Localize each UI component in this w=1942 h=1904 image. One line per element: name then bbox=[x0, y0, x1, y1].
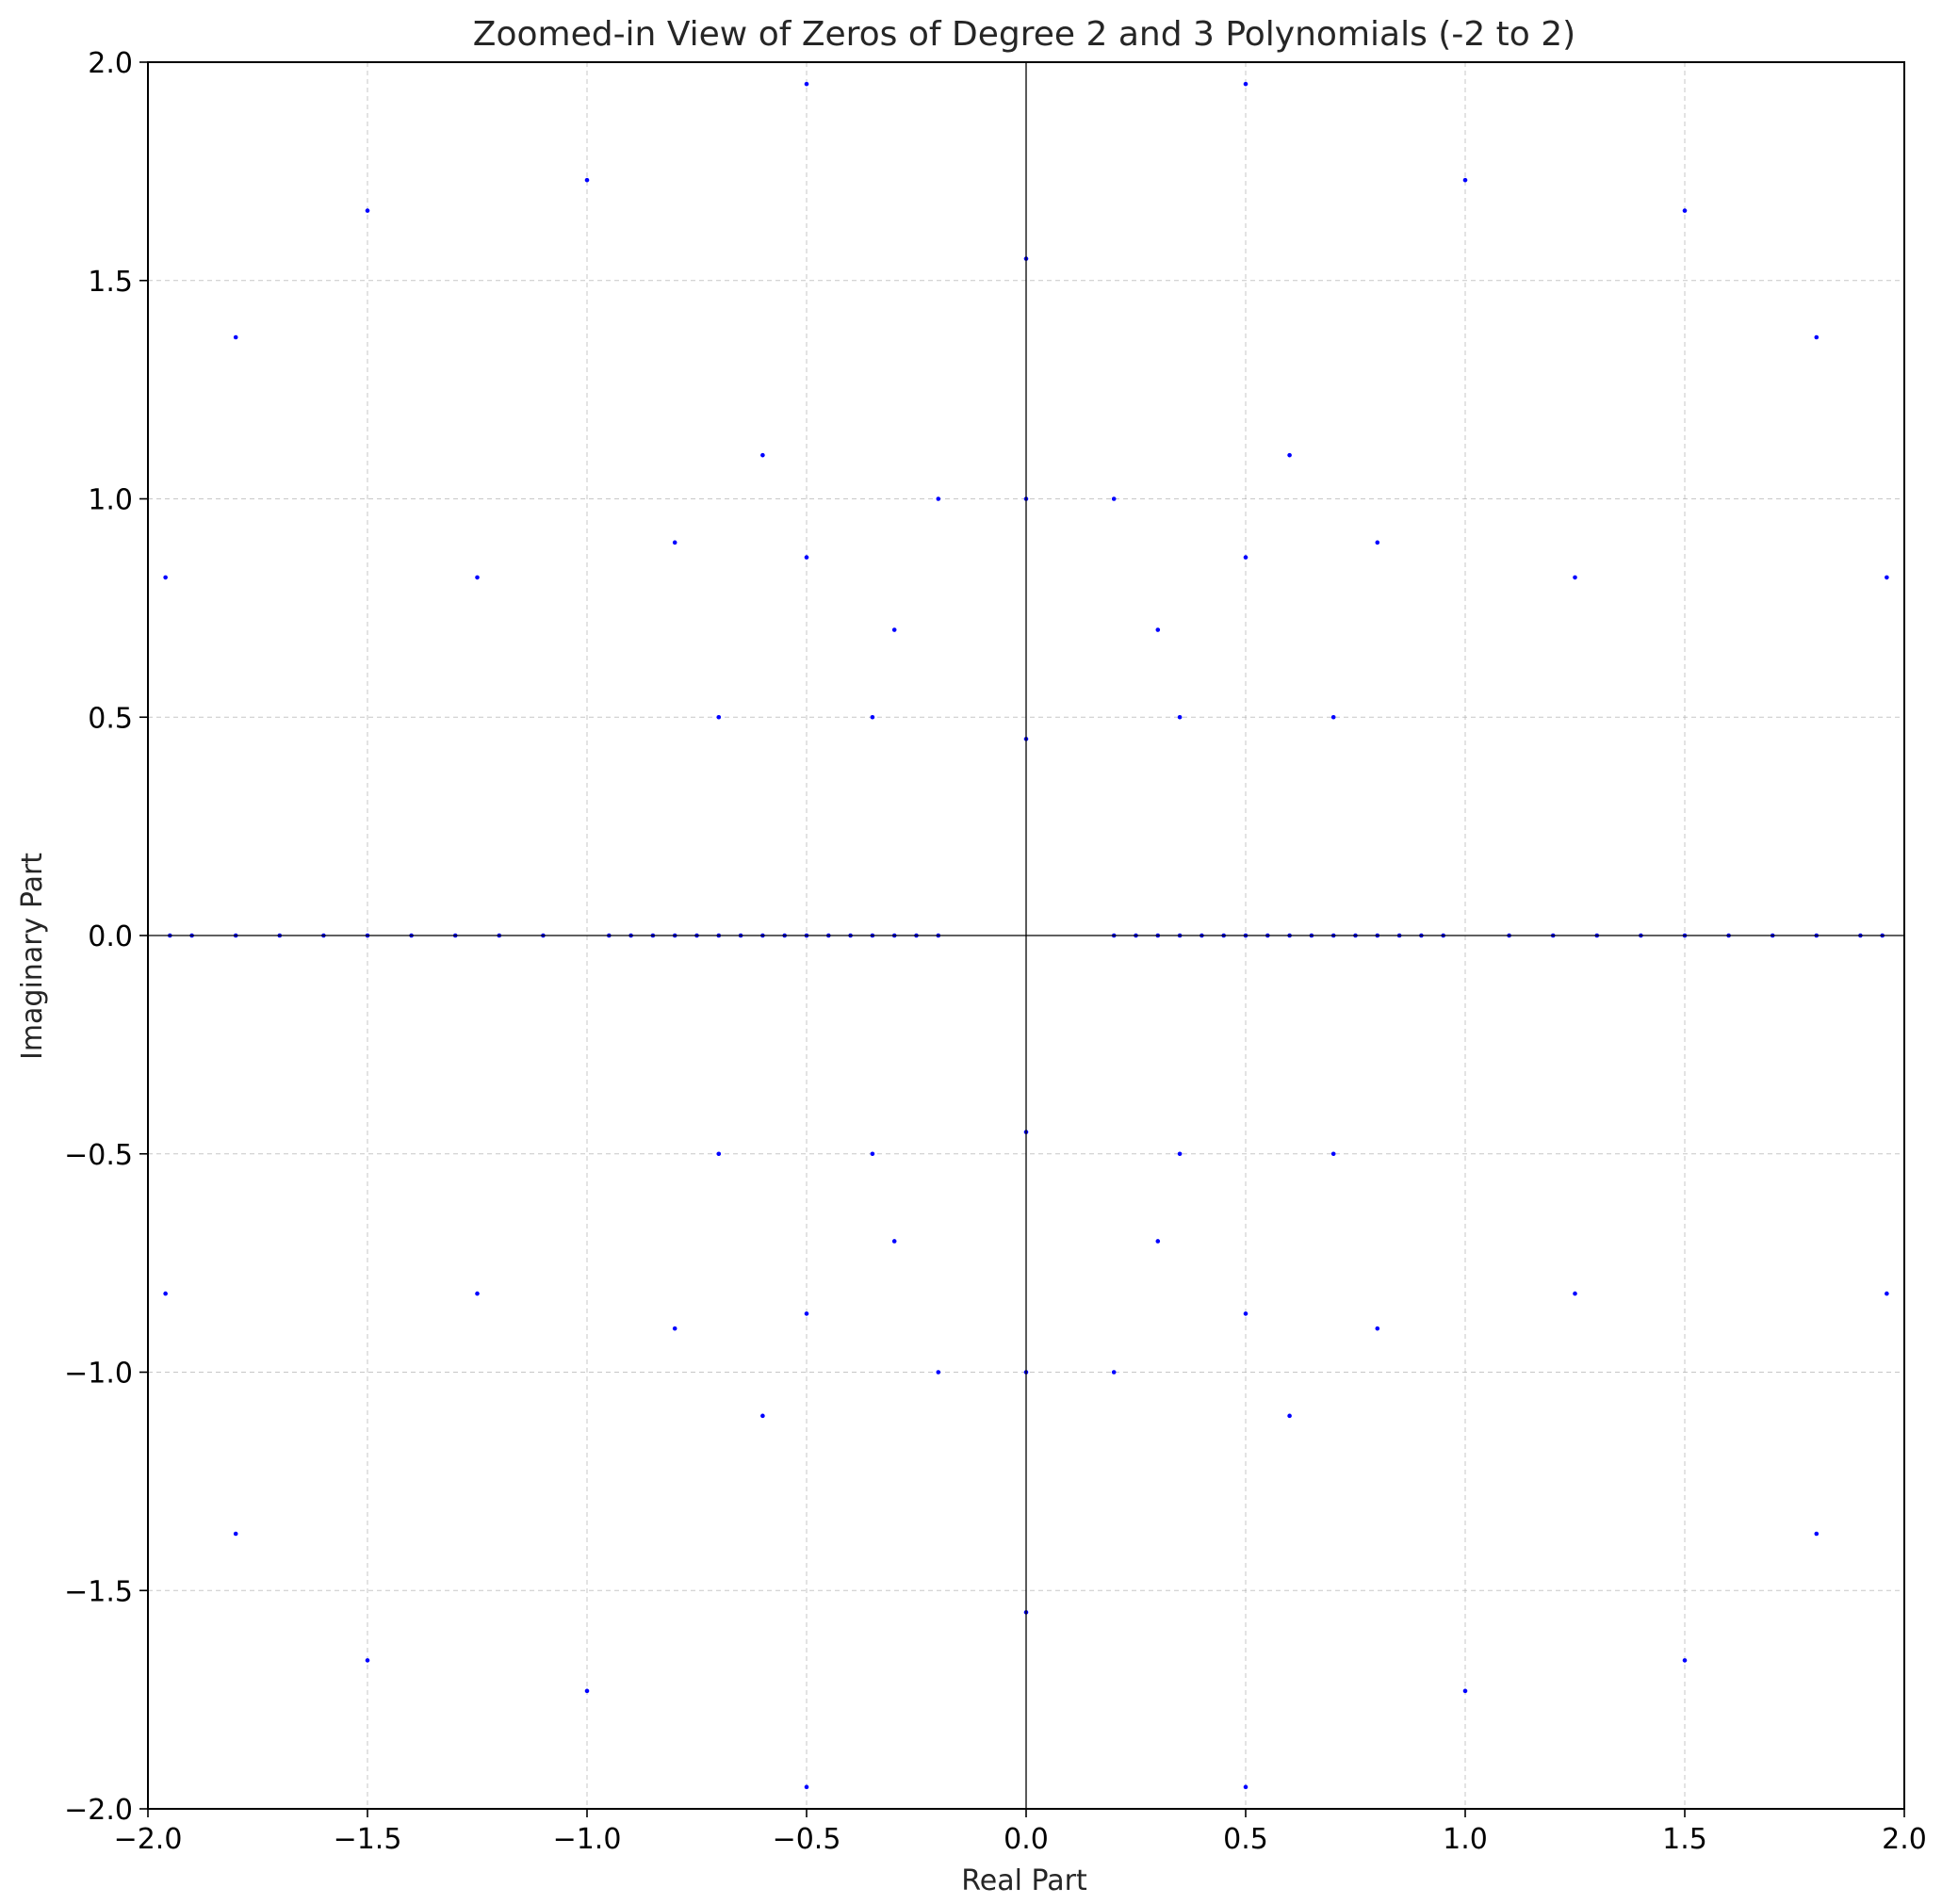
data-point-0-59 bbox=[891, 627, 897, 632]
data-point-0-84 bbox=[365, 1658, 370, 1663]
data-point-0-91 bbox=[1573, 575, 1577, 580]
data-point-0-105 bbox=[1885, 1291, 1889, 1296]
data-point-0-87 bbox=[1814, 334, 1820, 340]
data-point-0-100 bbox=[584, 1688, 590, 1694]
data-point-0-83 bbox=[1682, 208, 1688, 213]
data-point-0-73 bbox=[760, 1413, 765, 1419]
x-tick-label-0: −2.0 bbox=[114, 1823, 183, 1856]
data-point-0-86 bbox=[233, 334, 238, 340]
y-tick-label-8: 2.0 bbox=[88, 47, 133, 80]
y-tick-label-4: 0.0 bbox=[88, 920, 133, 953]
data-point-0-1 bbox=[1243, 555, 1248, 560]
reference-lines bbox=[148, 62, 1904, 1809]
data-point-0-101 bbox=[1462, 1688, 1468, 1694]
data-point-0-61 bbox=[760, 452, 765, 458]
y-tick-label-1: −1.5 bbox=[64, 1575, 133, 1608]
data-point-0-77 bbox=[1155, 1239, 1161, 1244]
x-tick-label-8: 2.0 bbox=[1882, 1823, 1927, 1856]
data-point-0-65 bbox=[1155, 627, 1161, 632]
x-axis-ticks: −2.0 −1.5 −1.0 −0.5 0.0 0.5 1.0 1.5 2.0 bbox=[114, 1809, 1927, 1856]
data-point-0-64 bbox=[1177, 714, 1183, 720]
y-axis-ticks: −2.0 −1.5 −1.0 −0.5 0.0 0.5 1.0 1.5 2.0 bbox=[64, 47, 148, 1827]
data-point-0-62 bbox=[936, 496, 941, 501]
data-point-0-88 bbox=[233, 1531, 238, 1537]
data-point-0-81 bbox=[1375, 1326, 1380, 1331]
data-point-0-95 bbox=[1243, 81, 1248, 87]
y-tick-label-3: −0.5 bbox=[64, 1139, 133, 1172]
y-tick-label-7: 1.5 bbox=[88, 266, 133, 299]
x-tick-label-2: −1.0 bbox=[553, 1823, 622, 1856]
data-point-0-94 bbox=[804, 81, 809, 87]
data-point-0-68 bbox=[1111, 496, 1117, 501]
data-point-0-2 bbox=[804, 1311, 809, 1316]
x-tick-label-3: −0.5 bbox=[773, 1823, 841, 1856]
data-point-0-67 bbox=[1287, 452, 1292, 458]
data-point-0-82 bbox=[365, 208, 370, 213]
data-point-0-97 bbox=[1243, 1784, 1248, 1790]
data-point-0-70 bbox=[870, 1151, 875, 1157]
x-tick-label-6: 1.0 bbox=[1443, 1823, 1488, 1856]
x-tick-label-7: 1.5 bbox=[1662, 1823, 1707, 1856]
data-point-0-63 bbox=[672, 540, 677, 545]
data-points bbox=[163, 81, 1889, 1790]
data-point-0-0 bbox=[804, 555, 809, 560]
data-point-0-80 bbox=[1111, 1370, 1117, 1375]
data-point-0-71 bbox=[891, 1239, 897, 1244]
x-tick-label-1: −1.5 bbox=[334, 1823, 402, 1856]
data-point-0-89 bbox=[1814, 1531, 1820, 1537]
data-point-0-78 bbox=[1330, 1151, 1336, 1157]
data-point-0-58 bbox=[870, 714, 875, 720]
data-point-0-99 bbox=[1462, 177, 1468, 183]
data-point-0-66 bbox=[1330, 714, 1336, 720]
data-point-0-60 bbox=[716, 714, 722, 720]
data-point-0-93 bbox=[1573, 1291, 1577, 1296]
data-point-0-69 bbox=[1375, 540, 1380, 545]
data-point-0-74 bbox=[936, 1370, 941, 1375]
chart-title: Zoomed-in View of Zeros of Degree 2 and … bbox=[473, 15, 1575, 54]
y-axis-label: Imaginary Part bbox=[16, 853, 49, 1060]
data-point-0-79 bbox=[1287, 1413, 1292, 1419]
x-tick-label-5: 0.5 bbox=[1223, 1823, 1268, 1856]
data-point-0-98 bbox=[584, 177, 590, 183]
x-tick-label-4: 0.0 bbox=[1004, 1823, 1049, 1856]
data-point-0-75 bbox=[672, 1326, 677, 1331]
data-point-0-102 bbox=[163, 575, 168, 580]
data-point-0-3 bbox=[1243, 1311, 1248, 1316]
data-point-0-85 bbox=[1682, 1658, 1688, 1663]
x-axis-label: Real Part bbox=[961, 1864, 1087, 1897]
data-point-0-96 bbox=[804, 1784, 809, 1790]
data-point-0-103 bbox=[1885, 575, 1889, 580]
data-point-0-90 bbox=[475, 575, 480, 580]
y-tick-label-2: −1.0 bbox=[64, 1358, 133, 1391]
y-tick-label-6: 1.0 bbox=[88, 484, 133, 517]
y-tick-label-5: 0.5 bbox=[88, 702, 133, 735]
y-tick-label-0: −2.0 bbox=[64, 1794, 133, 1827]
data-point-0-92 bbox=[475, 1291, 480, 1296]
data-point-0-72 bbox=[716, 1151, 722, 1157]
data-point-0-76 bbox=[1177, 1151, 1183, 1157]
data-point-0-104 bbox=[163, 1291, 168, 1296]
